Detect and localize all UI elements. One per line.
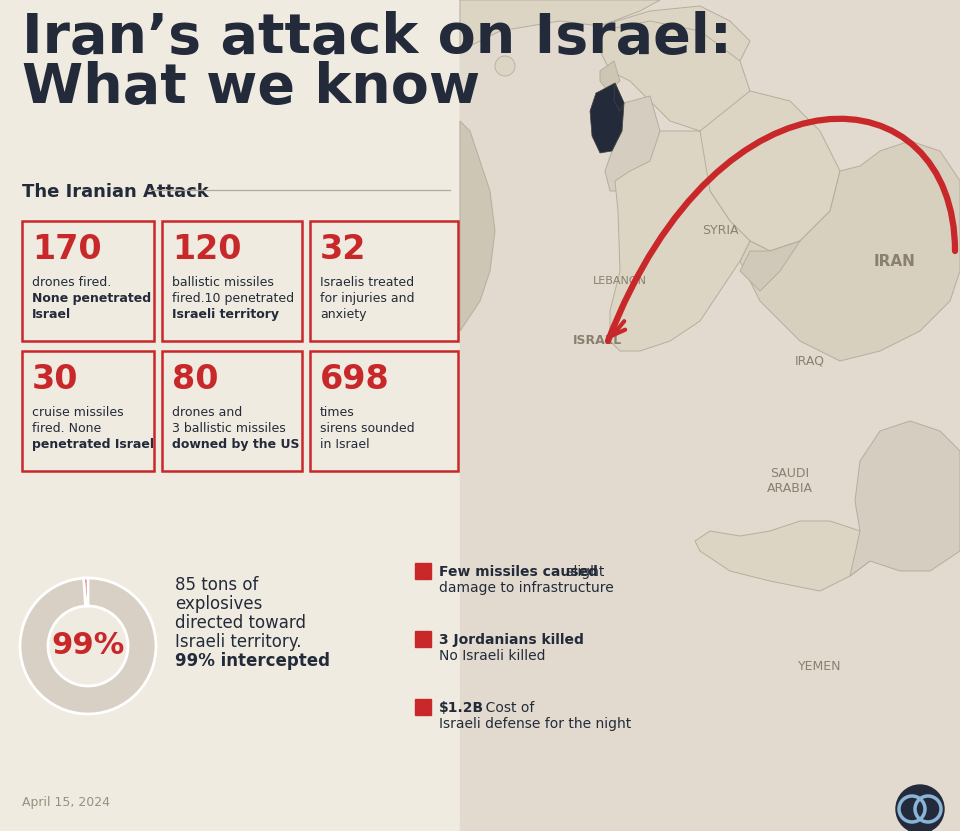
Text: Israelis treated: Israelis treated <box>320 276 414 289</box>
Polygon shape <box>614 83 624 111</box>
Text: Israeli territory: Israeli territory <box>172 308 279 321</box>
Text: 3 Jordanians killed: 3 Jordanians killed <box>439 633 584 647</box>
Polygon shape <box>600 21 750 131</box>
FancyBboxPatch shape <box>22 351 154 471</box>
Bar <box>415 699 431 715</box>
Polygon shape <box>600 6 750 71</box>
Text: 3 ballistic missiles: 3 ballistic missiles <box>172 422 286 435</box>
Text: None penetrated: None penetrated <box>32 292 151 305</box>
Text: Iran’s attack on Israel:: Iran’s attack on Israel: <box>22 11 732 65</box>
Text: ISRAEL: ISRAEL <box>573 335 623 347</box>
Text: damage to infrastructure: damage to infrastructure <box>439 581 613 595</box>
Text: 698: 698 <box>320 363 390 396</box>
Polygon shape <box>610 131 750 351</box>
Text: 32: 32 <box>320 233 367 266</box>
Polygon shape <box>740 141 960 361</box>
Bar <box>460 0 960 831</box>
Polygon shape <box>460 0 660 51</box>
Text: downed by the US: downed by the US <box>172 438 300 451</box>
Polygon shape <box>590 83 624 153</box>
Polygon shape <box>850 421 960 576</box>
Text: penetrated Israel: penetrated Israel <box>32 438 154 451</box>
Text: No Israeli killed: No Israeli killed <box>439 649 545 663</box>
Text: YEMEN: YEMEN <box>799 660 842 672</box>
Text: cruise missiles: cruise missiles <box>32 406 124 419</box>
Text: The Iranian Attack: The Iranian Attack <box>22 183 208 201</box>
FancyBboxPatch shape <box>22 221 154 341</box>
Text: times: times <box>320 406 355 419</box>
Text: IRAQ: IRAQ <box>795 355 825 367</box>
Text: explosives: explosives <box>175 595 262 613</box>
Polygon shape <box>460 121 495 331</box>
Text: 99% intercepted: 99% intercepted <box>175 652 330 670</box>
Text: April 15, 2024: April 15, 2024 <box>22 796 110 809</box>
Circle shape <box>896 785 944 831</box>
Text: Few missiles caused: Few missiles caused <box>439 565 598 579</box>
Text: Israeli territory.: Israeli territory. <box>175 633 301 651</box>
Text: directed toward: directed toward <box>175 614 306 632</box>
Text: drones fired.: drones fired. <box>32 276 111 289</box>
Polygon shape <box>700 91 840 251</box>
Text: 30: 30 <box>32 363 79 396</box>
Text: LEBANON: LEBANON <box>593 276 647 286</box>
Polygon shape <box>605 96 660 191</box>
Text: 85 tons of: 85 tons of <box>175 576 258 594</box>
Text: SAUDI
ARABIA: SAUDI ARABIA <box>767 467 813 495</box>
Text: 99%: 99% <box>51 632 125 661</box>
Text: IRAN: IRAN <box>874 253 916 268</box>
Wedge shape <box>20 578 156 714</box>
Text: What we know: What we know <box>22 61 480 115</box>
Text: drones and: drones and <box>172 406 242 419</box>
Text: Israeli defense for the night: Israeli defense for the night <box>439 717 632 731</box>
Text: - Cost of: - Cost of <box>471 701 534 715</box>
Text: anxiety: anxiety <box>320 308 367 321</box>
Text: SYRIA: SYRIA <box>702 224 738 238</box>
Text: fired. None: fired. None <box>32 422 101 435</box>
Bar <box>460 0 960 211</box>
FancyBboxPatch shape <box>162 221 302 341</box>
FancyBboxPatch shape <box>310 351 458 471</box>
Bar <box>415 563 431 579</box>
Bar <box>415 631 431 647</box>
Wedge shape <box>84 578 88 606</box>
Circle shape <box>495 56 515 76</box>
Text: fired.10 penetrated: fired.10 penetrated <box>172 292 294 305</box>
FancyBboxPatch shape <box>162 351 302 471</box>
Text: sirens sounded: sirens sounded <box>320 422 415 435</box>
Text: Israel: Israel <box>32 308 71 321</box>
Text: 120: 120 <box>172 233 242 266</box>
Text: for injuries and: for injuries and <box>320 292 415 305</box>
Text: 80: 80 <box>172 363 219 396</box>
Text: ballistic missiles: ballistic missiles <box>172 276 274 289</box>
Text: 170: 170 <box>32 233 102 266</box>
Text: in Israel: in Israel <box>320 438 370 451</box>
Polygon shape <box>740 241 800 291</box>
Text: slight: slight <box>563 565 605 579</box>
Text: $1.2B: $1.2B <box>439 701 484 715</box>
FancyBboxPatch shape <box>310 221 458 341</box>
Polygon shape <box>600 61 620 91</box>
Polygon shape <box>695 521 870 591</box>
